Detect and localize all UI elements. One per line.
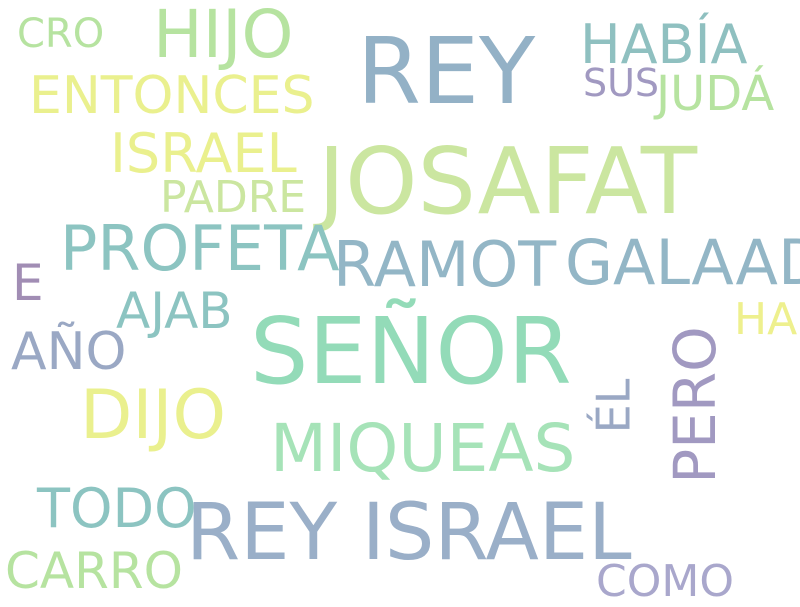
word-juda: JUDÁ (656, 66, 775, 122)
word-hijo: HIJO (153, 0, 294, 73)
word-como: COMO (596, 556, 734, 607)
word-ramot: RAMOT (333, 228, 557, 301)
word-israel-small: ISRAEL (110, 122, 297, 185)
word-ajab: AJAB (116, 282, 233, 340)
word-rey-israel: REY ISRAEL (186, 488, 632, 578)
word-cro: CRO (17, 11, 105, 57)
word-todo: TODO (37, 477, 197, 540)
word-padre: PADRE (160, 172, 307, 223)
word-miqueas: MIQUEAS (270, 410, 576, 487)
word-carro: CARRO (5, 542, 183, 600)
word-profeta: PROFETA (60, 212, 340, 285)
word-pero: PERO (660, 326, 729, 484)
word-ha: HA (734, 294, 798, 345)
word-sus: SUS (583, 61, 660, 105)
word-rey: REY (357, 18, 536, 125)
word-senor: SEÑOR (250, 298, 572, 405)
word-josafat: JOSAFAT (318, 128, 698, 235)
word-e: E (12, 254, 44, 312)
word-dijo: DIJO (80, 376, 226, 455)
word-habia: HABÍA (580, 13, 748, 76)
word-galaad: GALAAD (565, 226, 800, 299)
word-entonces: ENTONCES (29, 66, 315, 126)
word-el: ÉL (586, 378, 641, 434)
word-ano: AÑO (11, 322, 127, 382)
